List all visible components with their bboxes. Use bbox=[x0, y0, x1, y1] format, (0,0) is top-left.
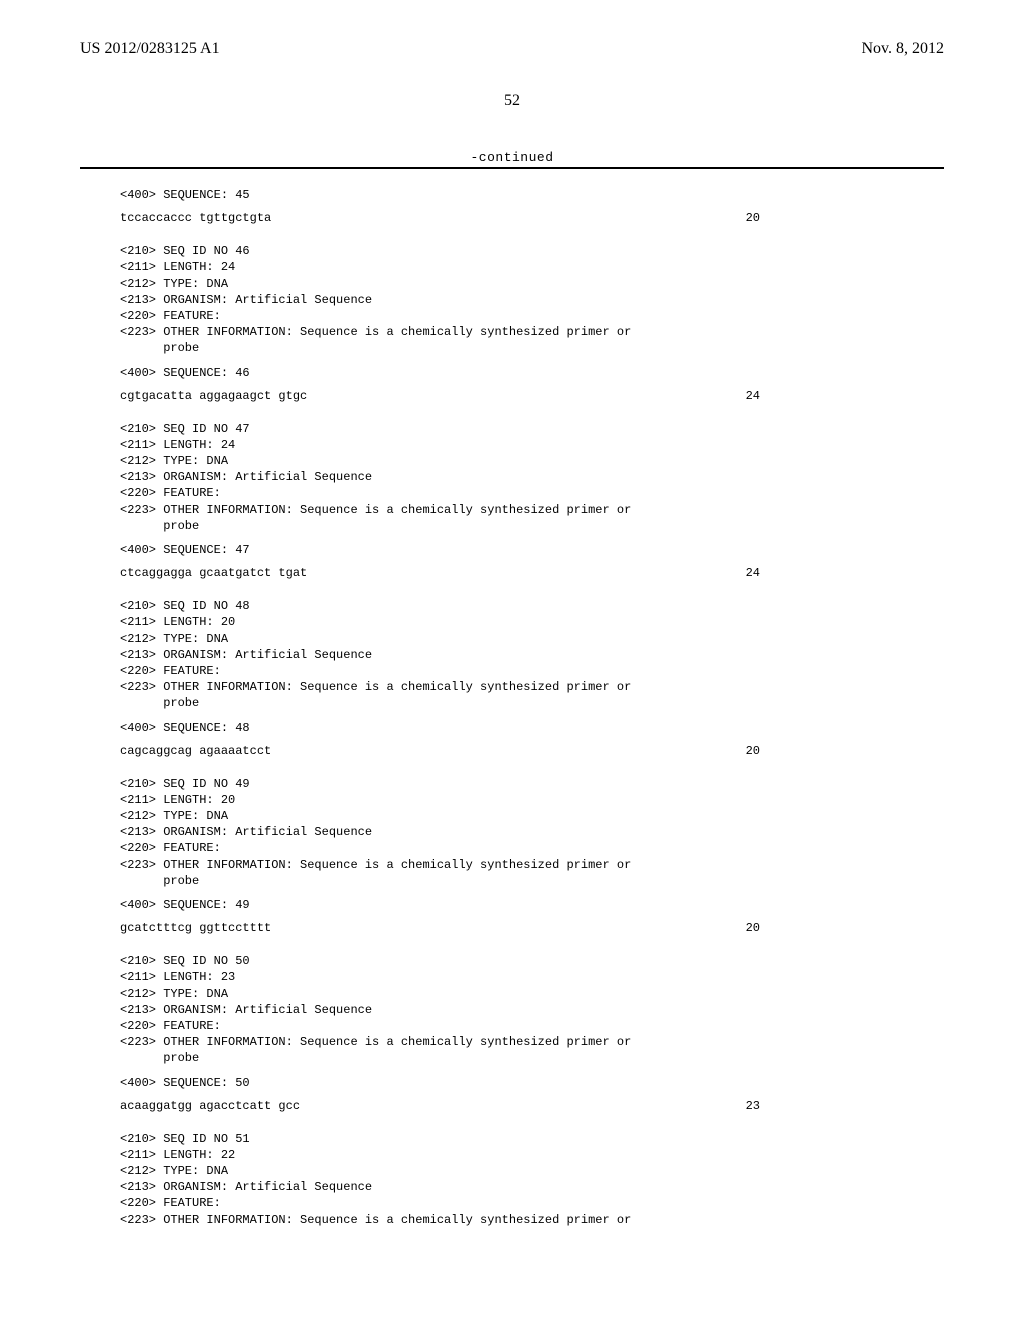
publication-number: US 2012/0283125 A1 bbox=[80, 40, 220, 58]
seqid-line: <210> SEQ ID NO 49 bbox=[120, 776, 840, 792]
seqid-line: <210> SEQ ID NO 50 bbox=[120, 953, 840, 969]
feature-line: <220> FEATURE: bbox=[120, 1018, 840, 1034]
length-line: <211> LENGTH: 23 bbox=[120, 969, 840, 985]
sequence-text: cagcaggcag agaaaatcct bbox=[120, 744, 271, 758]
length-line: <211> LENGTH: 22 bbox=[120, 1147, 840, 1163]
length-line: <211> LENGTH: 24 bbox=[120, 259, 840, 275]
length-line: <211> LENGTH: 20 bbox=[120, 792, 840, 808]
seq400-line: <400> SEQUENCE: 45 bbox=[120, 187, 840, 203]
length-line: <211> LENGTH: 20 bbox=[120, 614, 840, 630]
organism-line: <213> ORGANISM: Artificial Sequence bbox=[120, 647, 840, 663]
organism-line: <213> ORGANISM: Artificial Sequence bbox=[120, 292, 840, 308]
type-line: <212> TYPE: DNA bbox=[120, 276, 840, 292]
sequence-entry: <210> SEQ ID NO 47<211> LENGTH: 24<212> … bbox=[80, 403, 944, 581]
sequence-line: cagcaggcag agaaaatcct 20 bbox=[120, 744, 760, 758]
sequence-text: cgtgacatta aggagaagct gtgc bbox=[120, 389, 307, 403]
entries-container: <210> SEQ ID NO 46<211> LENGTH: 24<212> … bbox=[80, 225, 944, 1113]
other-info-line: <223> OTHER INFORMATION: Sequence is a c… bbox=[120, 1212, 840, 1228]
seqid-line: <210> SEQ ID NO 48 bbox=[120, 598, 840, 614]
organism-line: <213> ORGANISM: Artificial Sequence bbox=[120, 1002, 840, 1018]
seqid-line: <210> SEQ ID NO 51 bbox=[120, 1131, 840, 1147]
feature-line: <220> FEATURE: bbox=[120, 308, 840, 324]
sequence-text: gcatctttcg ggttcctttt bbox=[120, 921, 271, 935]
other-info-line: <223> OTHER INFORMATION: Sequence is a c… bbox=[120, 324, 840, 340]
other-info-line-2: probe bbox=[120, 873, 840, 889]
sequence-entry: <210> SEQ ID NO 50<211> LENGTH: 23<212> … bbox=[80, 935, 944, 1113]
sequence-text: ctcaggagga gcaatgatct tgat bbox=[120, 566, 307, 580]
type-line: <212> TYPE: DNA bbox=[120, 453, 840, 469]
page-number: 52 bbox=[80, 92, 944, 110]
other-info-line-2: probe bbox=[120, 340, 840, 356]
continued-label: -continued bbox=[80, 150, 944, 165]
seqid-line: <210> SEQ ID NO 46 bbox=[120, 243, 840, 259]
organism-line: <213> ORGANISM: Artificial Sequence bbox=[120, 1179, 840, 1195]
sequence-text: tccaccaccc tgttgctgta bbox=[120, 211, 271, 225]
page-header: US 2012/0283125 A1 Nov. 8, 2012 bbox=[80, 40, 944, 58]
other-info-line: <223> OTHER INFORMATION: Sequence is a c… bbox=[120, 1034, 840, 1050]
seq400-line: <400> SEQUENCE: 50 bbox=[120, 1075, 840, 1091]
other-info-line-2: probe bbox=[120, 695, 840, 711]
patent-page: US 2012/0283125 A1 Nov. 8, 2012 52 -cont… bbox=[0, 0, 1024, 1320]
seq400-line: <400> SEQUENCE: 46 bbox=[120, 365, 840, 381]
sequence-length: 20 bbox=[746, 921, 760, 935]
type-line: <212> TYPE: DNA bbox=[120, 631, 840, 647]
sequence-line: cgtgacatta aggagaagct gtgc 24 bbox=[120, 389, 760, 403]
feature-line: <220> FEATURE: bbox=[120, 663, 840, 679]
feature-line: <220> FEATURE: bbox=[120, 485, 840, 501]
sequence-line: tccaccaccc tgttgctgta 20 bbox=[120, 211, 760, 225]
seq400-line: <400> SEQUENCE: 47 bbox=[120, 542, 840, 558]
sequence-length: 20 bbox=[746, 744, 760, 758]
sequence-line: gcatctttcg ggttcctttt 20 bbox=[120, 921, 760, 935]
publication-date: Nov. 8, 2012 bbox=[861, 40, 944, 58]
type-line: <212> TYPE: DNA bbox=[120, 986, 840, 1002]
sequence-length: 24 bbox=[746, 566, 760, 580]
sequence-text: acaaggatgg agacctcatt gcc bbox=[120, 1099, 300, 1113]
other-info-line: <223> OTHER INFORMATION: Sequence is a c… bbox=[120, 679, 840, 695]
type-line: <212> TYPE: DNA bbox=[120, 1163, 840, 1179]
sequence-line: ctcaggagga gcaatgatct tgat 24 bbox=[120, 566, 760, 580]
feature-line: <220> FEATURE: bbox=[120, 1195, 840, 1211]
organism-line: <213> ORGANISM: Artificial Sequence bbox=[120, 824, 840, 840]
other-info-line: <223> OTHER INFORMATION: Sequence is a c… bbox=[120, 857, 840, 873]
organism-line: <213> ORGANISM: Artificial Sequence bbox=[120, 469, 840, 485]
type-line: <212> TYPE: DNA bbox=[120, 808, 840, 824]
sequence-length: 23 bbox=[746, 1099, 760, 1113]
sequence-line: acaaggatgg agacctcatt gcc 23 bbox=[120, 1099, 760, 1113]
seq400-line: <400> SEQUENCE: 48 bbox=[120, 720, 840, 736]
seq400-line: <400> SEQUENCE: 49 bbox=[120, 897, 840, 913]
length-line: <211> LENGTH: 24 bbox=[120, 437, 840, 453]
sequence-length: 20 bbox=[746, 211, 760, 225]
other-info-line-2: probe bbox=[120, 518, 840, 534]
sequence-entry: <210> SEQ ID NO 46<211> LENGTH: 24<212> … bbox=[80, 225, 944, 403]
other-info-line-2: probe bbox=[120, 1050, 840, 1066]
seqid-line: <210> SEQ ID NO 47 bbox=[120, 421, 840, 437]
other-info-line: <223> OTHER INFORMATION: Sequence is a c… bbox=[120, 502, 840, 518]
sequence-entry: <210> SEQ ID NO 49<211> LENGTH: 20<212> … bbox=[80, 758, 944, 936]
divider bbox=[80, 167, 944, 169]
sequence-entry: <210> SEQ ID NO 48<211> LENGTH: 20<212> … bbox=[80, 580, 944, 758]
feature-line: <220> FEATURE: bbox=[120, 840, 840, 856]
sequence-length: 24 bbox=[746, 389, 760, 403]
